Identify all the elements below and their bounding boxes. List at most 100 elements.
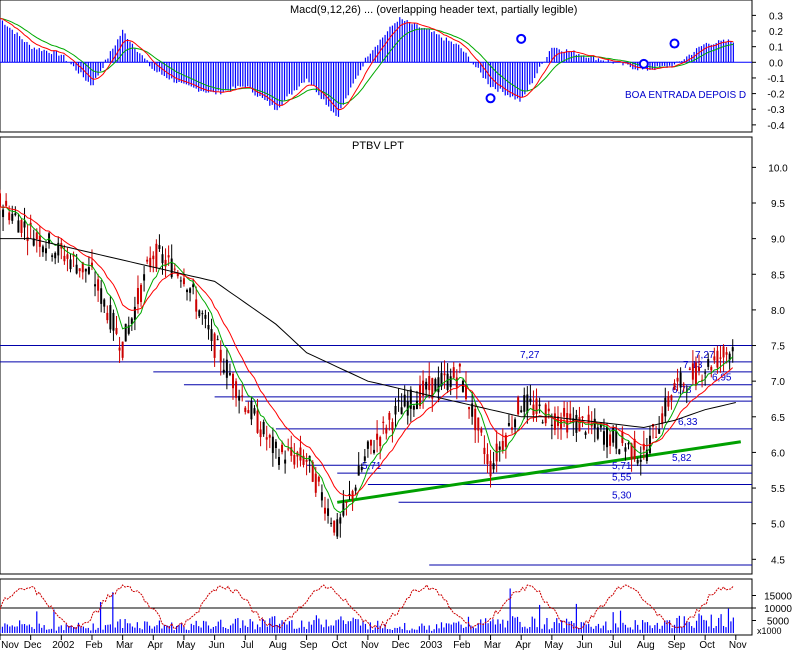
macd-tick-label: -0.3: [767, 105, 785, 116]
price-candle-body: [474, 408, 477, 431]
price-level-label: 5,55: [612, 472, 632, 483]
axis-month-label: Jul: [241, 640, 254, 650]
price-candle-body: [247, 410, 250, 414]
price-candle-body: [314, 473, 317, 493]
price-candle-body: [455, 377, 458, 388]
price-candle-body: [271, 436, 274, 454]
price-level-label: 6,95: [712, 373, 732, 384]
price-candle-body: [311, 461, 314, 482]
price-candle-body: [477, 417, 480, 431]
price-candle-body: [256, 410, 259, 433]
price-candle-body: [431, 378, 434, 399]
price-candle-body: [363, 456, 366, 461]
price-candle-body: [501, 441, 504, 451]
price-candle-body: [357, 465, 360, 476]
axis-month-label: May: [544, 640, 563, 650]
price-candle-body: [69, 259, 72, 270]
macd-panel-frame: [0, 0, 753, 133]
price-candle-body: [575, 414, 578, 433]
price-candle-body: [29, 222, 32, 226]
price-candle-body: [84, 268, 87, 272]
price-candle-body: [161, 254, 164, 264]
price-candle-body: [216, 339, 219, 341]
price-candle-body: [526, 394, 529, 413]
price-candle-body: [615, 430, 618, 449]
price-candle-body: [707, 359, 710, 367]
macd-tick-label: -0.1: [767, 74, 785, 85]
price-candle-body: [330, 522, 333, 524]
volume-panel-frame: [0, 578, 753, 636]
price-candle-body: [468, 406, 471, 410]
price-candle-body: [541, 422, 544, 424]
price-candle-body: [560, 419, 563, 429]
price-candle-body: [507, 423, 510, 426]
axis-month-label: Jun: [209, 640, 225, 650]
price-candle-body: [394, 405, 397, 415]
price-candle-body: [517, 397, 520, 415]
price-candle-body: [327, 508, 330, 516]
price-tick-label: 9.5: [771, 199, 785, 210]
price-candle-body: [112, 312, 115, 331]
price-level-label: 5,82: [672, 453, 692, 464]
price-candle-body: [624, 447, 627, 452]
price-candle-body: [81, 262, 84, 273]
price-candle-body: [11, 213, 14, 221]
macd-annotation: BOA ENTRADA DEPOIS D: [625, 90, 746, 101]
price-candle-body: [544, 404, 547, 424]
price-candle-body: [701, 379, 704, 381]
price-candle-body: [599, 424, 602, 428]
price-candle-body: [409, 389, 412, 409]
price-candle-body: [354, 487, 357, 491]
price-candle-body: [158, 245, 161, 249]
price-candle-body: [437, 377, 440, 393]
macd-tick-label: -0.2: [767, 90, 785, 101]
price-candle-body: [204, 314, 207, 319]
price-candle-body: [716, 350, 719, 368]
price-candle-body: [281, 444, 284, 453]
price-candle-body: [97, 279, 100, 291]
price-candle-body: [351, 491, 354, 499]
price-candle-body: [609, 434, 612, 446]
price-candle-body: [302, 455, 305, 465]
price-candle-body: [23, 221, 26, 228]
price-candle-body: [596, 427, 599, 439]
price-level-label: 7,27: [520, 350, 540, 361]
price-candle-body: [250, 401, 253, 420]
price-candle-body: [167, 255, 170, 258]
price-candle-body: [514, 419, 517, 428]
price-candle-body: [75, 264, 78, 274]
price-candle-body: [66, 254, 69, 259]
price-candle-body: [94, 284, 97, 287]
price-candle-body: [130, 318, 133, 324]
axis-month-label: May: [176, 640, 195, 650]
price-candle-body: [35, 232, 38, 240]
price-candle-body: [676, 377, 679, 382]
price-candle-body: [72, 254, 75, 257]
price-candle-body: [563, 407, 566, 417]
price-candle-body: [333, 520, 336, 533]
axis-month-label: Aug: [269, 640, 287, 650]
axis-month-label: Sep: [668, 640, 686, 650]
price-candle-body: [584, 432, 587, 435]
price-candle-body: [535, 398, 538, 414]
price-candle-body: [385, 427, 388, 434]
price-candle-body: [136, 288, 139, 305]
macd-tick-label: -0.4: [767, 121, 785, 132]
price-candle-body: [109, 305, 112, 330]
price-tick-label: 9.0: [771, 235, 785, 246]
price-candle-body: [44, 248, 47, 254]
price-candle-body: [2, 209, 5, 218]
price-candle-body: [400, 407, 403, 415]
price-candle-body: [529, 398, 532, 402]
price-candle-body: [8, 212, 11, 221]
price-candle-body: [458, 363, 461, 367]
price-level-label: 5,71: [612, 461, 632, 472]
price-candle-body: [0, 193, 1, 207]
price-candle-body: [366, 441, 369, 449]
price-candle-body: [688, 368, 691, 370]
price-candle-body: [550, 424, 553, 426]
price-candle-body: [274, 441, 277, 449]
price-candle-body: [412, 405, 415, 410]
price-candle-body: [440, 373, 443, 387]
price-level-label: 6,33: [678, 417, 698, 428]
